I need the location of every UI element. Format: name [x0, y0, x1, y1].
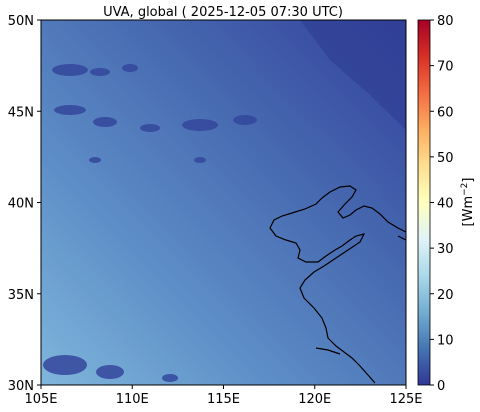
y-tick-label: 30N	[8, 379, 34, 394]
colorbar-tick-label: 30	[437, 242, 454, 257]
low-uva-region	[300, 20, 406, 130]
x-tick-label: 125E	[389, 392, 422, 407]
y-axis-ticks: 30N 35N 40N 45N 50N	[8, 14, 41, 394]
x-axis-ticks: 105E 110E 115E 120E 125E	[24, 385, 423, 407]
y-tick-label: 50N	[8, 14, 34, 29]
uva-field	[41, 20, 406, 385]
coastline	[269, 185, 406, 384]
x-tick-label: 110E	[116, 392, 149, 407]
colorbar-tick-label: 10	[437, 333, 454, 348]
x-tick-label: 105E	[24, 392, 57, 407]
cloud-patches	[43, 64, 257, 382]
colorbar-label: [Wm−2]	[460, 178, 476, 227]
colorbar-tick-label: 50	[437, 151, 454, 166]
x-tick-label: 115E	[207, 392, 240, 407]
y-tick-label: 45N	[8, 105, 34, 120]
colorbar-tick-label: 80	[437, 14, 454, 29]
y-tick-label: 35N	[8, 288, 34, 303]
colorbar-tick-label: 20	[437, 288, 454, 303]
colorbar-ticks: 0 10 20 30 40 50 60 70 80	[430, 14, 454, 394]
colorbar-tick-label: 0	[437, 379, 445, 394]
colorbar: 0 10 20 30 40 50 60 70 80 [Wm−2]	[417, 14, 476, 394]
x-tick-label: 120E	[298, 392, 331, 407]
colorbar-tick-label: 70	[437, 60, 454, 75]
colorbar-bar	[417, 19, 431, 386]
colorbar-tick-label: 60	[437, 105, 454, 120]
y-tick-label: 40N	[8, 197, 34, 212]
map-title: UVA, global ( 2025-12-05 07:30 UTC)	[103, 5, 343, 20]
map-panel	[40, 19, 407, 386]
colorbar-tick-label: 40	[437, 197, 454, 212]
